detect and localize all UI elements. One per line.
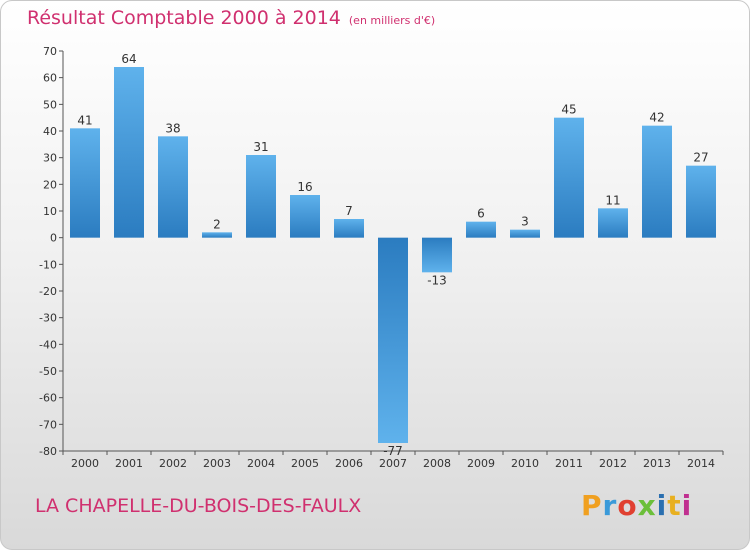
chart-title-text: Résultat Comptable 2000 à 2014 bbox=[27, 7, 341, 29]
y-tick-label: -80 bbox=[39, 445, 57, 458]
logo-letter: r bbox=[602, 489, 618, 522]
data-label-2006: 7 bbox=[345, 204, 353, 218]
data-label-2003: 2 bbox=[213, 217, 221, 231]
y-tick-label: -60 bbox=[39, 392, 57, 405]
bar-2001[interactable] bbox=[114, 67, 144, 238]
chart-title: Résultat Comptable 2000 à 2014 (en millie… bbox=[27, 7, 435, 29]
x-tick-label: 2009 bbox=[467, 457, 495, 470]
bar-2005[interactable] bbox=[290, 195, 320, 238]
proxiti-logo[interactable]: Proxiti bbox=[581, 489, 692, 522]
y-tick-label: 70 bbox=[43, 45, 57, 58]
bar-2013[interactable] bbox=[642, 125, 672, 238]
x-tick-label: 2001 bbox=[115, 457, 143, 470]
x-tick-label: 2014 bbox=[687, 457, 715, 470]
data-label-2014: 27 bbox=[693, 151, 708, 165]
y-tick-label: 10 bbox=[43, 205, 57, 218]
logo-letter: i bbox=[681, 489, 693, 522]
bar-2000[interactable] bbox=[70, 128, 100, 238]
y-tick-label: 60 bbox=[43, 72, 57, 85]
bar-2007[interactable] bbox=[378, 237, 408, 443]
data-label-2002: 38 bbox=[165, 121, 180, 135]
data-label-2009: 6 bbox=[477, 207, 485, 221]
data-label-2013: 42 bbox=[649, 111, 664, 125]
logo-letter: i bbox=[656, 489, 668, 522]
x-tick-label: 2007 bbox=[379, 457, 407, 470]
bar-2008[interactable] bbox=[422, 237, 452, 273]
y-tick-label: 30 bbox=[43, 152, 57, 165]
bar-2002[interactable] bbox=[158, 136, 188, 238]
data-label-2004: 31 bbox=[253, 140, 268, 154]
bar-2003[interactable] bbox=[202, 232, 232, 238]
x-tick-label: 2013 bbox=[643, 457, 671, 470]
bar-2011[interactable] bbox=[554, 117, 584, 238]
x-tick-label: 2011 bbox=[555, 457, 583, 470]
y-tick-label: 40 bbox=[43, 125, 57, 138]
x-tick-label: 2005 bbox=[291, 457, 319, 470]
x-tick-label: 2012 bbox=[599, 457, 627, 470]
data-label-2008: -13 bbox=[427, 273, 447, 287]
x-tick-label: 2000 bbox=[71, 457, 99, 470]
logo-letter: x bbox=[637, 489, 657, 522]
data-label-2001: 64 bbox=[121, 52, 136, 66]
x-tick-label: 2006 bbox=[335, 457, 363, 470]
bar-2006[interactable] bbox=[334, 219, 364, 238]
data-label-2012: 11 bbox=[605, 193, 620, 207]
x-tick-label: 2004 bbox=[247, 457, 275, 470]
data-label-2005: 16 bbox=[297, 180, 312, 194]
bar-2012[interactable] bbox=[598, 208, 628, 238]
y-tick-label: -20 bbox=[39, 285, 57, 298]
data-label-2007: -77 bbox=[383, 444, 403, 458]
place-name: LA CHAPELLE-DU-BOIS-DES-FAULX bbox=[35, 495, 362, 517]
data-label-2010: 3 bbox=[521, 215, 529, 229]
logo-letter: P bbox=[581, 489, 603, 522]
bar-2009[interactable] bbox=[466, 221, 496, 238]
logo-letter: o bbox=[617, 489, 638, 522]
y-tick-label: 0 bbox=[50, 232, 57, 245]
y-tick-label: 20 bbox=[43, 178, 57, 191]
x-tick-label: 2010 bbox=[511, 457, 539, 470]
y-tick-label: -30 bbox=[39, 312, 57, 325]
y-tick-label: 50 bbox=[43, 98, 57, 111]
y-tick-label: -50 bbox=[39, 365, 57, 378]
y-tick-label: -10 bbox=[39, 258, 57, 271]
x-tick-label: 2008 bbox=[423, 457, 451, 470]
y-tick-label: -70 bbox=[39, 418, 57, 431]
logo-letter: t bbox=[667, 489, 682, 522]
chart-subtitle: (en milliers d'€) bbox=[348, 14, 436, 27]
bar-2014[interactable] bbox=[686, 165, 716, 238]
x-tick-label: 2003 bbox=[203, 457, 231, 470]
bar-2010[interactable] bbox=[510, 229, 540, 238]
x-tick-label: 2002 bbox=[159, 457, 187, 470]
y-tick-label: -40 bbox=[39, 338, 57, 351]
bar-2004[interactable] bbox=[246, 155, 276, 238]
data-label-2000: 41 bbox=[77, 113, 92, 127]
data-label-2011: 45 bbox=[561, 103, 576, 117]
